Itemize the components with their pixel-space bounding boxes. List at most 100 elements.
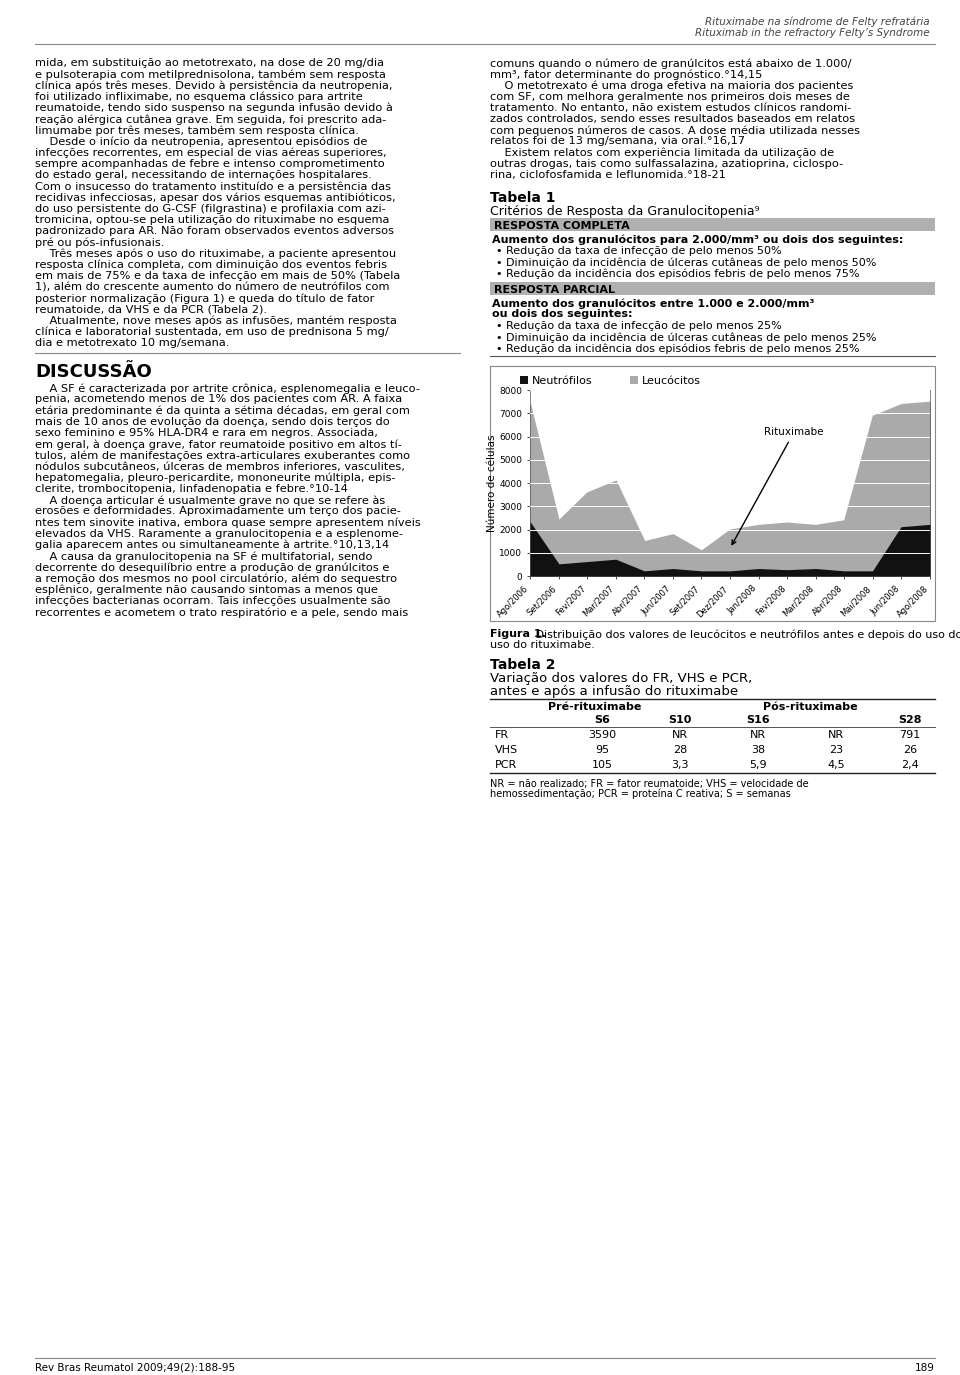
Text: erosões e deformidades. Aproximadamente um terço dos pacie-: erosões e deformidades. Aproximadamente … — [35, 506, 401, 517]
Text: S6: S6 — [594, 715, 610, 725]
Text: em mais de 75% e da taxa de infecção em mais de 50% (Tabela: em mais de 75% e da taxa de infecção em … — [35, 271, 400, 280]
Text: Leucócitos: Leucócitos — [642, 377, 701, 386]
Text: do estado geral, necessitando de internações hospitalares.: do estado geral, necessitando de interna… — [35, 170, 372, 180]
Text: dia e metotrexato 10 mg/semana.: dia e metotrexato 10 mg/semana. — [35, 338, 229, 348]
Text: resposta clínica completa, com diminuição dos eventos febris: resposta clínica completa, com diminuiçã… — [35, 260, 387, 270]
Text: rina, ciclofosfamida e leflunomida.°18-21: rina, ciclofosfamida e leflunomida.°18-2… — [490, 170, 726, 180]
Text: pré ou pós-infusionais.: pré ou pós-infusionais. — [35, 238, 164, 247]
Text: 189: 189 — [915, 1363, 935, 1374]
Text: infecções recorrentes, em especial de vias aéreas superiores,: infecções recorrentes, em especial de vi… — [35, 147, 387, 158]
Text: do uso persistente do G-CSF (filgrastina) e profilaxia com azi-: do uso persistente do G-CSF (filgrastina… — [35, 204, 386, 213]
Text: O metotrexato é uma droga efetiva na maioria dos pacientes: O metotrexato é uma droga efetiva na mai… — [490, 80, 853, 91]
Text: • Redução da incidência dos episódios febris de pelo menos 75%: • Redução da incidência dos episódios fe… — [496, 268, 859, 279]
Text: Figura 1.: Figura 1. — [490, 630, 546, 639]
Text: Rituximabe na síndrome de Felty refratária: Rituximabe na síndrome de Felty refratár… — [706, 16, 930, 26]
Text: 3590: 3590 — [588, 730, 616, 740]
Text: mm³, fator determinante do prognóstico.°14,15: mm³, fator determinante do prognóstico.°… — [490, 69, 762, 80]
Text: zados controlados, sendo esses resultados baseados em relatos: zados controlados, sendo esses resultado… — [490, 114, 855, 124]
Text: uso do rituximabe.: uso do rituximabe. — [490, 641, 595, 650]
Text: Aumento dos granulócitos para 2.000/mm³ ou dois dos seguintes:: Aumento dos granulócitos para 2.000/mm³ … — [492, 234, 903, 245]
Text: foi utilizado infliximabe, no esquema clássico para artrite: foi utilizado infliximabe, no esquema cl… — [35, 92, 363, 102]
Text: com pequenos números de casos. A dose média utilizada nesses: com pequenos números de casos. A dose mé… — [490, 125, 860, 136]
Text: • Redução da taxa de infecção de pelo menos 25%: • Redução da taxa de infecção de pelo me… — [496, 322, 781, 331]
Text: NR: NR — [750, 730, 766, 740]
Text: 4,5: 4,5 — [828, 760, 845, 770]
Text: com SF, com melhora geralmente nos primeiros dois meses de: com SF, com melhora geralmente nos prime… — [490, 92, 850, 102]
Text: 2,4: 2,4 — [901, 760, 919, 770]
Text: NR = não realizado; FR = fator reumatoide; VHS = velocidade de: NR = não realizado; FR = fator reumatoid… — [490, 780, 808, 789]
Text: penia, acometendo menos de 1% dos pacientes com AR. A faixa: penia, acometendo menos de 1% dos pacien… — [35, 395, 402, 404]
Text: clínica após três meses. Devido à persistência da neutropenia,: clínica após três meses. Devido à persis… — [35, 80, 393, 91]
Text: hepatomegalia, pleuro-pericardite, mononeurite múltipla, epis-: hepatomegalia, pleuro-pericardite, monon… — [35, 473, 396, 483]
Text: • Redução da incidência dos episódios febris de pelo menos 25%: • Redução da incidência dos episódios fe… — [496, 344, 859, 353]
Text: Distribuição dos valores de leucócitos e neutrófilos antes e depois do uso do ri: Distribuição dos valores de leucócitos e… — [532, 630, 960, 639]
Text: em geral, à doença grave, fator reumatoide positivo em altos tí-: em geral, à doença grave, fator reumatoi… — [35, 439, 402, 450]
Text: NR: NR — [672, 730, 688, 740]
Text: mais de 10 anos de evolução da doença, sendo dois terços do: mais de 10 anos de evolução da doença, s… — [35, 417, 390, 426]
Text: sempre acompanhadas de febre e intenso comprometimento: sempre acompanhadas de febre e intenso c… — [35, 158, 385, 169]
Text: • Diminuição da incidência de úlceras cutâneas de pelo menos 25%: • Diminuição da incidência de úlceras cu… — [496, 333, 876, 342]
Text: sexo feminino e 95% HLA-DR4 e rara em negros. Associada,: sexo feminino e 95% HLA-DR4 e rara em ne… — [35, 428, 378, 439]
Text: tratamento. No entanto, não existem estudos clínicos randomi-: tratamento. No entanto, não existem estu… — [490, 103, 852, 113]
Text: A doença articular é usualmente grave no que se refere às: A doença articular é usualmente grave no… — [35, 495, 385, 506]
Text: hemossedimentação; PCR = proteína C reativa; S = semanas: hemossedimentação; PCR = proteína C reat… — [490, 788, 791, 799]
Text: S28: S28 — [899, 715, 922, 725]
Bar — [490, 282, 935, 296]
Text: recorrentes e acometem o trato respiratório e a pele, sendo mais: recorrentes e acometem o trato respirató… — [35, 608, 408, 617]
Text: posterior normalização (Figura 1) e queda do título de fator: posterior normalização (Figura 1) e qued… — [35, 293, 374, 304]
Bar — [520, 377, 528, 384]
Text: Pré-rituximabe: Pré-rituximabe — [548, 703, 641, 712]
Text: clínica e laboratorial sustentada, em uso de prednisona 5 mg/: clínica e laboratorial sustentada, em us… — [35, 327, 389, 337]
Text: NR: NR — [828, 730, 844, 740]
Text: Tabela 2: Tabela 2 — [490, 659, 556, 672]
Text: 95: 95 — [595, 745, 609, 755]
Text: • Diminuição da incidência de úlceras cutâneas de pelo menos 50%: • Diminuição da incidência de úlceras cu… — [496, 257, 876, 268]
Text: 28: 28 — [673, 745, 687, 755]
Text: outras drogas, tais como sulfassalazina, azatioprina, ciclospo-: outras drogas, tais como sulfassalazina,… — [490, 158, 843, 169]
Text: 791: 791 — [900, 730, 921, 740]
Text: tromicina, optou-se pela utilização do rituximabe no esquema: tromicina, optou-se pela utilização do r… — [35, 214, 390, 224]
Text: A SF é caracterizada por artrite crônica, esplenomegalia e leuco-: A SF é caracterizada por artrite crônica… — [35, 384, 420, 393]
Text: limumabe por três meses, também sem resposta clínica.: limumabe por três meses, também sem resp… — [35, 125, 359, 136]
Text: 5,9: 5,9 — [749, 760, 767, 770]
Y-axis label: Número de células: Número de células — [487, 434, 496, 532]
Text: 38: 38 — [751, 745, 765, 755]
Text: Três meses após o uso do rituximabe, a paciente apresentou: Três meses após o uso do rituximabe, a p… — [35, 249, 396, 258]
Text: Existem relatos com experiência limitada da utilização de: Existem relatos com experiência limitada… — [490, 147, 834, 158]
Bar — [630, 377, 638, 384]
Text: A causa da granulocitopenia na SF é multifatorial, sendo: A causa da granulocitopenia na SF é mult… — [35, 551, 372, 562]
Text: Tabela 1: Tabela 1 — [490, 191, 556, 205]
Text: 3,3: 3,3 — [671, 760, 688, 770]
Text: Aumento dos granulócitos entre 1.000 e 2.000/mm³: Aumento dos granulócitos entre 1.000 e 2… — [492, 298, 814, 309]
Text: Com o insucesso do tratamento instituído e a persistência das: Com o insucesso do tratamento instituído… — [35, 182, 391, 191]
Text: mida, em substituição ao metotrexato, na dose de 20 mg/dia: mida, em substituição ao metotrexato, na… — [35, 58, 384, 67]
Text: esplênico, geralmente não causando sintomas a menos que: esplênico, geralmente não causando sinto… — [35, 584, 378, 595]
Text: reumatoide, da VHS e da PCR (Tabela 2).: reumatoide, da VHS e da PCR (Tabela 2). — [35, 304, 267, 315]
Text: tulos, além de manifestações extra-articulares exuberantes como: tulos, além de manifestações extra-artic… — [35, 451, 410, 461]
Text: VHS: VHS — [495, 745, 518, 755]
Text: Pós-rituximabe: Pós-rituximabe — [762, 703, 857, 712]
Text: comuns quando o número de granúlcitos está abaixo de 1.000/: comuns quando o número de granúlcitos es… — [490, 58, 852, 69]
Text: antes e após a infusão do rituximabe: antes e após a infusão do rituximabe — [490, 685, 738, 698]
Text: etária predominante é da quinta a sétima décadas, em geral com: etária predominante é da quinta a sétima… — [35, 406, 410, 417]
Text: PCR: PCR — [495, 760, 517, 770]
Text: • Redução da taxa de infecção de pelo menos 50%: • Redução da taxa de infecção de pelo me… — [496, 246, 781, 256]
Text: Rituximab in the refractory Felty’s Syndrome: Rituximab in the refractory Felty’s Synd… — [695, 28, 930, 38]
Text: infecções bacterianas ocorram. Tais infecções usualmente são: infecções bacterianas ocorram. Tais infe… — [35, 595, 391, 606]
Text: 105: 105 — [591, 760, 612, 770]
Text: RESPOSTA COMPLETA: RESPOSTA COMPLETA — [494, 221, 630, 231]
Text: ou dois dos seguintes:: ou dois dos seguintes: — [492, 309, 633, 319]
Text: decorrente do desequilíbrio entre a produção de granúlcitos e: decorrente do desequilíbrio entre a prod… — [35, 562, 390, 573]
Text: clerite, trombocitopenia, linfadenopatia e febre.°10-14: clerite, trombocitopenia, linfadenopatia… — [35, 484, 348, 494]
Text: Desde o início da neutropenia, apresentou episódios de: Desde o início da neutropenia, apresento… — [35, 136, 368, 147]
Text: RESPOSTA PARCIAL: RESPOSTA PARCIAL — [494, 285, 615, 294]
Text: ntes tem sinovite inativa, embora quase sempre apresentem níveis: ntes tem sinovite inativa, embora quase … — [35, 517, 420, 528]
Text: 1), além do crescente aumento do número de neutrófilos com: 1), além do crescente aumento do número … — [35, 282, 390, 292]
Text: 26: 26 — [903, 745, 917, 755]
Text: 23: 23 — [828, 745, 843, 755]
Text: e pulsoterapia com metilprednisolona, também sem resposta: e pulsoterapia com metilprednisolona, ta… — [35, 69, 386, 80]
Bar — [490, 366, 935, 622]
Text: Atualmente, nove meses após as infusões, mantém resposta: Atualmente, nove meses após as infusões,… — [35, 316, 396, 326]
Text: Variação dos valores do FR, VHS e PCR,: Variação dos valores do FR, VHS e PCR, — [490, 672, 753, 685]
Text: reação alérgica cutânea grave. Em seguida, foi prescrito ada-: reação alérgica cutânea grave. Em seguid… — [35, 114, 386, 125]
